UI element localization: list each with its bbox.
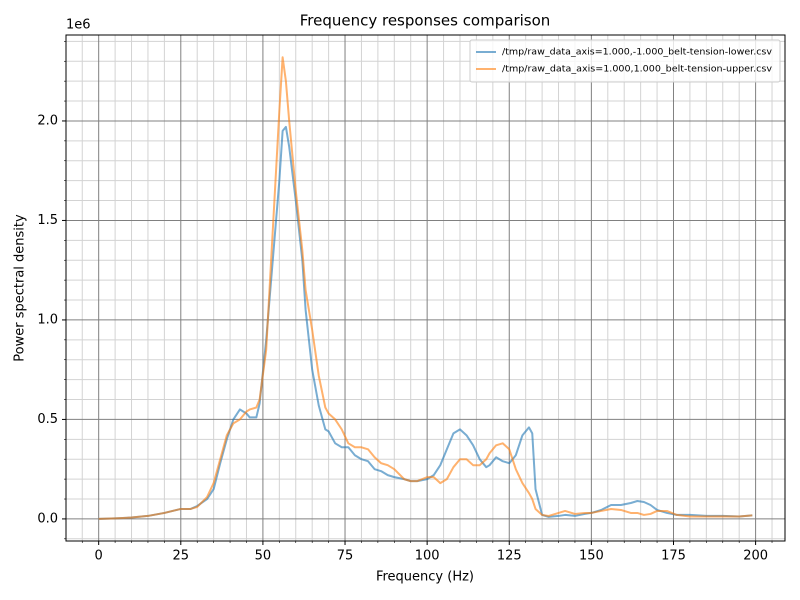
- x-tick-label: 75: [337, 549, 354, 564]
- series-line: [98, 56, 753, 520]
- y-tick-label: 1.0: [37, 312, 58, 327]
- y-axis-label: Power spectral density: [13, 214, 28, 362]
- plot-frame: [65, 34, 786, 542]
- x-tick-label: 50: [255, 549, 272, 564]
- legend-label: /tmp/raw_data_axis=1.000,1.000_belt-tens…: [502, 65, 773, 75]
- y-tick-label: 2.0: [37, 113, 58, 128]
- x-tick-label: 25: [173, 549, 190, 564]
- x-tick-label: 125: [497, 549, 522, 564]
- x-tick-label: 150: [579, 549, 604, 564]
- x-tick-label: 100: [415, 549, 440, 564]
- legend-label: /tmp/raw_data_axis=1.000,-1.000_belt-ten…: [502, 48, 773, 58]
- y-tick-label: 0.5: [37, 412, 58, 427]
- chart-title: Frequency responses comparison: [300, 12, 551, 30]
- x-tick-label: 200: [743, 549, 768, 564]
- x-axis-label: Frequency (Hz): [376, 570, 474, 585]
- y-tick-label: 0.0: [37, 511, 58, 526]
- legend-box: [469, 39, 781, 83]
- x-tick-label: 0: [95, 549, 103, 564]
- y-tick-label: 1.5: [37, 213, 58, 228]
- x-tick-label: 175: [661, 549, 686, 564]
- y-offset-text: 1e6: [66, 18, 91, 33]
